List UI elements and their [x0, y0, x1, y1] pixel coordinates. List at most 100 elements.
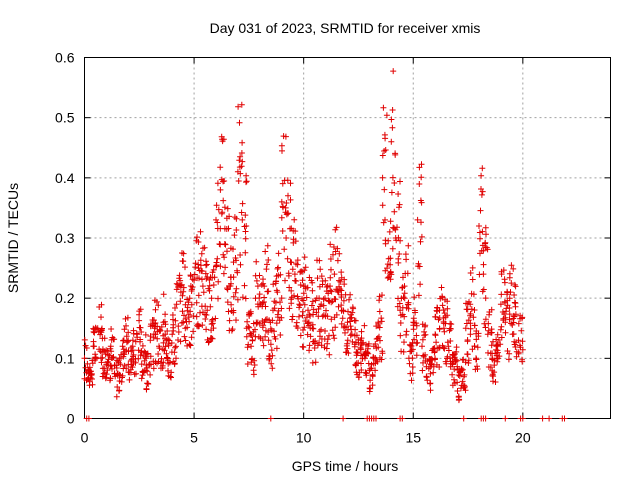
data-point [506, 274, 513, 281]
data-point [123, 322, 129, 329]
data-point [309, 298, 316, 305]
data-point [196, 275, 202, 282]
data-point [109, 354, 116, 361]
data-point [86, 382, 93, 389]
data-point [116, 355, 123, 362]
data-point [242, 235, 249, 242]
data-point [352, 326, 359, 333]
data-point [113, 362, 120, 369]
data-point [277, 332, 284, 338]
data-point [297, 332, 304, 339]
data-point [309, 287, 316, 294]
data-point [123, 333, 130, 340]
data-point [351, 343, 358, 350]
data-point [156, 326, 163, 333]
data-point [209, 320, 216, 327]
data-point [476, 229, 483, 236]
data-point [210, 282, 217, 288]
data-point [493, 343, 500, 350]
data-point [402, 270, 409, 277]
data-point [257, 335, 264, 342]
data-point [449, 371, 456, 378]
data-point [202, 270, 209, 277]
data-point [357, 337, 364, 344]
data-point [298, 268, 305, 275]
data-point [153, 298, 160, 305]
data-point [184, 296, 191, 303]
data-point [239, 294, 246, 301]
data-point [369, 382, 376, 389]
data-point [252, 295, 259, 302]
data-point [264, 261, 270, 268]
data-point [330, 251, 336, 258]
data-point [468, 290, 475, 297]
data-point [396, 251, 403, 257]
data-point [349, 338, 356, 345]
data-point [232, 255, 239, 261]
data-point [505, 356, 512, 363]
data-point [185, 299, 192, 306]
data-point [300, 344, 307, 351]
data-point [501, 276, 508, 283]
data-point [428, 355, 435, 362]
data-point [288, 225, 295, 232]
data-point [331, 335, 338, 342]
data-point [340, 297, 347, 304]
data-point [445, 343, 452, 350]
data-point [214, 219, 221, 226]
data-point [90, 343, 97, 350]
zero-point [373, 415, 379, 422]
data-point [497, 326, 504, 333]
data-point [413, 322, 420, 329]
data-point [483, 231, 489, 238]
data-point [161, 347, 168, 354]
data-point [506, 305, 513, 311]
data-point [363, 341, 369, 348]
data-point [126, 376, 133, 383]
data-point [182, 337, 189, 344]
data-point [81, 336, 88, 343]
data-point [480, 261, 487, 268]
data-point [330, 332, 337, 339]
data-point [259, 324, 266, 331]
x-tick-label: 5 [190, 430, 198, 446]
data-point [220, 178, 226, 185]
data-point [387, 255, 394, 262]
data-point [243, 325, 250, 332]
data-point [498, 291, 505, 298]
zero-point [460, 415, 467, 422]
data-point [113, 393, 120, 400]
data-point [92, 354, 99, 361]
data-point [364, 345, 371, 352]
data-point [494, 349, 501, 356]
data-point [381, 186, 388, 193]
data-point [478, 191, 485, 198]
data-point [327, 283, 333, 290]
data-point [485, 320, 492, 327]
data-point [300, 297, 307, 304]
data-point [403, 256, 410, 263]
data-point [148, 361, 154, 368]
data-point [289, 313, 296, 320]
data-point [305, 307, 311, 314]
data-point [237, 153, 244, 160]
data-point [282, 277, 288, 284]
data-point [351, 317, 358, 324]
data-point [334, 245, 341, 252]
data-point [196, 323, 203, 330]
data-point [358, 367, 365, 373]
data-point [376, 297, 383, 304]
data-point [306, 347, 313, 354]
data-point [511, 299, 518, 306]
data-point [477, 250, 483, 257]
data-point [131, 371, 138, 378]
data-point [280, 133, 287, 140]
data-point [203, 312, 210, 318]
data-point [474, 344, 481, 351]
data-point [135, 355, 142, 362]
data-point [84, 360, 91, 367]
data-point [186, 295, 193, 302]
data-point [220, 197, 227, 204]
data-point [202, 316, 209, 322]
